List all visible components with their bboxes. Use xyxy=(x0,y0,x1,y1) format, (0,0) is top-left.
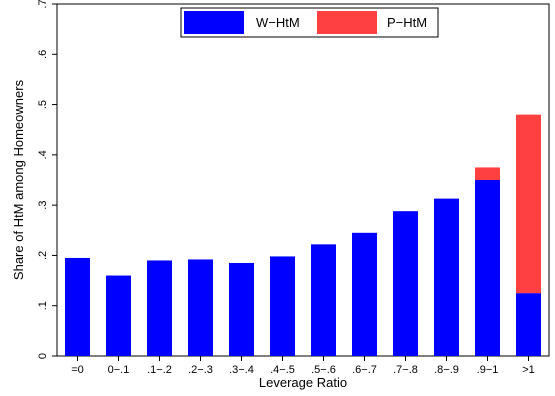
bar-w-htm xyxy=(352,232,377,356)
x-axis: =0 0−.1 .1−.2 .2−.3 .3−.4 .4−.5 .5−.6 .6−.7 .7−.… xyxy=(71,356,535,376)
legend-label-w-htm: W−HtM xyxy=(256,15,300,30)
bar-w-htm xyxy=(434,198,459,356)
x-tick-label: .5−.6 xyxy=(311,364,336,376)
x-tick-label: .2−.3 xyxy=(188,364,213,376)
x-tick-label: .4−.5 xyxy=(270,364,295,376)
bar-w-htm xyxy=(229,262,254,356)
bar-w-htm xyxy=(311,244,336,356)
y-tick-label: 0 xyxy=(37,353,49,359)
x-tick-label: .1−.2 xyxy=(147,364,172,376)
bar-w-htm xyxy=(516,293,541,356)
x-tick-label: >1 xyxy=(522,364,535,376)
x-tick-label: =0 xyxy=(71,364,84,376)
bar-w-htm xyxy=(188,259,213,356)
x-tick-label: .8−.9 xyxy=(434,364,459,376)
y-tick-label: .6 xyxy=(37,50,49,59)
bar-w-htm xyxy=(106,275,131,356)
bar-w-htm xyxy=(475,180,500,356)
bar-w-htm xyxy=(393,211,418,356)
plot-frame xyxy=(56,3,550,357)
bar-w-htm xyxy=(147,260,172,356)
y-tick-label: .7 xyxy=(37,0,49,9)
bar-w-htm xyxy=(270,256,295,356)
legend: W−HtM P−HtM xyxy=(180,7,439,38)
x-tick-label: .3−.4 xyxy=(229,364,254,376)
x-axis-title: Leverage Ratio xyxy=(259,375,347,390)
y-tick-label: .3 xyxy=(37,201,49,210)
y-tick-label: .5 xyxy=(37,100,49,109)
y-axis: 0 .1 .2 .3 .4 .5 .6 .7 xyxy=(37,0,57,359)
bar-w-htm xyxy=(65,257,90,356)
bar-p-htm xyxy=(475,167,500,180)
x-tick-label: .6−.7 xyxy=(352,364,377,376)
bars-layer xyxy=(65,114,541,356)
y-tick-label: .4 xyxy=(37,150,49,159)
x-tick-label: .9−1 xyxy=(477,364,499,376)
legend-swatch-w-htm xyxy=(184,11,244,34)
x-tick-label: .7−.8 xyxy=(393,364,418,376)
y-tick-label: .1 xyxy=(37,301,49,310)
y-axis-title: Share of HtM among Homeowners xyxy=(11,79,26,280)
y-tick-label: .2 xyxy=(37,251,49,260)
legend-label-p-htm: P−HtM xyxy=(387,15,427,30)
x-tick-label: 0−.1 xyxy=(108,364,130,376)
legend-swatch-p-htm xyxy=(317,11,377,34)
bar-p-htm xyxy=(516,114,541,294)
